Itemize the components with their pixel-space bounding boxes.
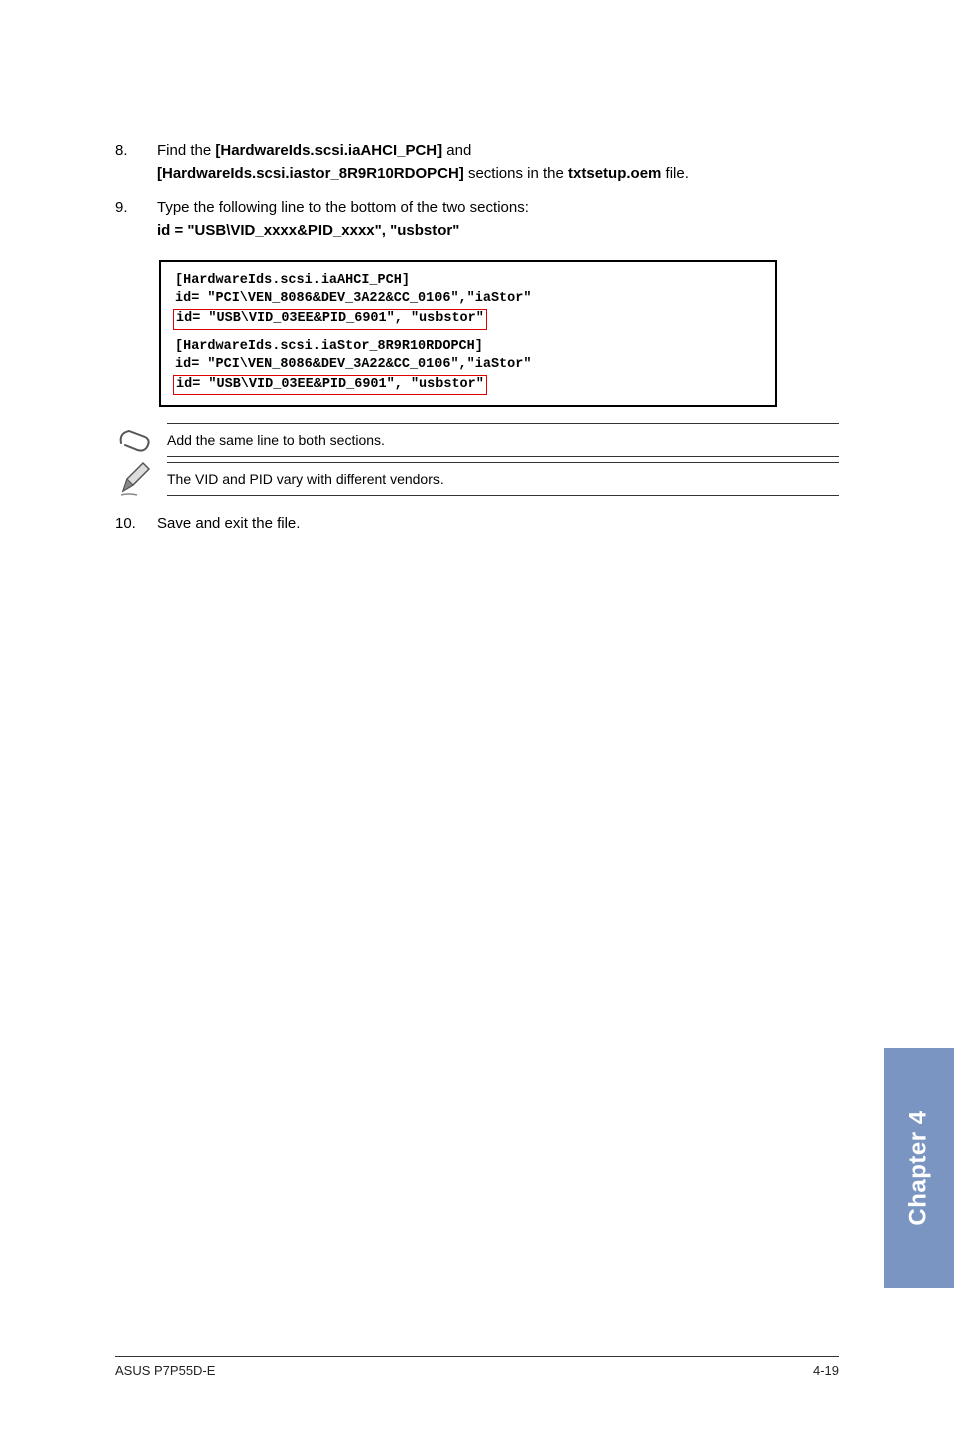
pencil-icon — [115, 459, 167, 499]
step-9: 9. Type the following line to the bottom… — [115, 197, 839, 242]
step-8: 8. Find the [HardwareIds.scsi.iaAHCI_PCH… — [115, 140, 839, 185]
note-text: Add the same line to both sections. — [167, 423, 839, 457]
code-line: id= "PCI\VEN_8086&DEV_3A22&CC_0106","iaS… — [175, 290, 761, 308]
paperclip-icon — [115, 423, 167, 457]
page-content: 8. Find the [HardwareIds.scsi.iaAHCI_PCH… — [0, 0, 954, 536]
bold-text: [HardwareIds.scsi.iastor_8R9R10RDOPCH] — [157, 165, 464, 182]
bold-text: [HardwareIds.scsi.iaAHCI_PCH] — [215, 142, 442, 159]
code-group-2: [HardwareIds.scsi.iaStor_8R9R10RDOPCH] i… — [175, 338, 761, 396]
bold-text: txtsetup.oem — [568, 165, 661, 182]
code-line-highlighted: id= "USB\VID_03EE&PID_6901", "usbstor" — [173, 309, 487, 329]
step-body: Save and exit the file. — [157, 513, 839, 536]
step-number: 9. — [115, 197, 157, 242]
code-block: [HardwareIds.scsi.iaAHCI_PCH] id= "PCI\V… — [159, 260, 777, 407]
chapter-label: Chapter 4 — [905, 1110, 933, 1225]
step-number: 8. — [115, 140, 157, 185]
step-body: Find the [HardwareIds.scsi.iaAHCI_PCH] a… — [157, 140, 839, 185]
bold-text: id = "USB\VID_xxxx&PID_xxxx", "usbstor" — [157, 222, 459, 239]
note-pencil: The VID and PID vary with different vend… — [115, 459, 839, 499]
text: Find the — [157, 142, 215, 159]
page-footer: ASUS P7P55D-E 4-19 — [115, 1356, 839, 1378]
note-text: The VID and PID vary with different vend… — [167, 462, 839, 496]
footer-right: 4-19 — [813, 1363, 839, 1378]
code-line: [HardwareIds.scsi.iaStor_8R9R10RDOPCH] — [175, 338, 761, 356]
footer-left: ASUS P7P55D-E — [115, 1363, 215, 1378]
step-body: Type the following line to the bottom of… — [157, 197, 839, 242]
code-group-1: [HardwareIds.scsi.iaAHCI_PCH] id= "PCI\V… — [175, 272, 761, 330]
step-number: 10. — [115, 513, 157, 536]
text: Type the following line to the bottom of… — [157, 199, 529, 216]
text: and — [442, 142, 471, 159]
text: sections in the — [464, 165, 568, 182]
step-10: 10. Save and exit the file. — [115, 513, 839, 536]
code-line-highlighted: id= "USB\VID_03EE&PID_6901", "usbstor" — [173, 375, 487, 395]
code-line: [HardwareIds.scsi.iaAHCI_PCH] — [175, 272, 761, 290]
note-paperclip: Add the same line to both sections. — [115, 423, 839, 457]
text: file. — [661, 165, 689, 182]
chapter-tab: Chapter 4 — [884, 1048, 954, 1288]
code-line: id= "PCI\VEN_8086&DEV_3A22&CC_0106","iaS… — [175, 356, 761, 374]
